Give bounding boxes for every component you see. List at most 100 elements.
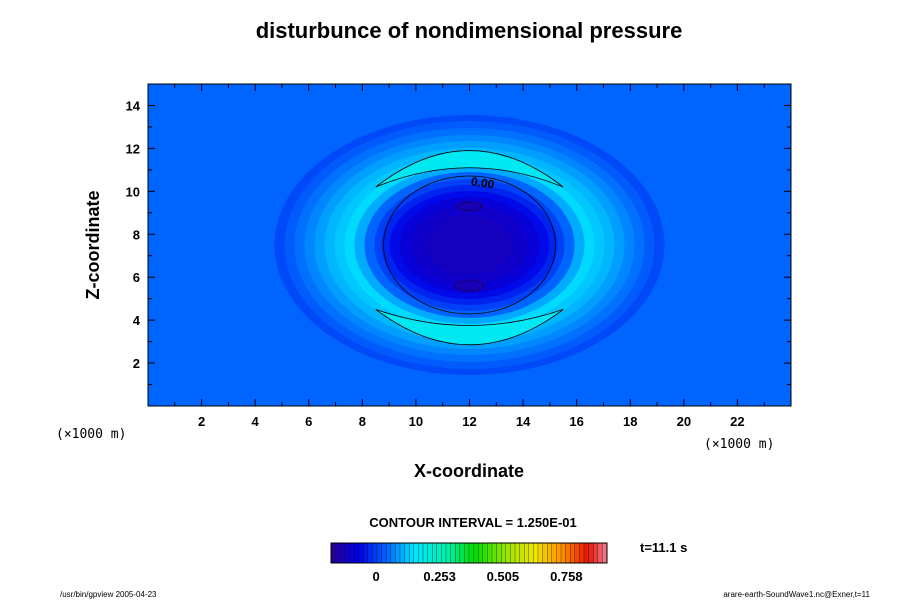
contour-line-dashed — [457, 202, 482, 211]
colorbar-segment — [418, 542, 424, 564]
colorbar-segment — [533, 542, 539, 564]
colorbar-segment — [514, 542, 521, 564]
colorbar-segment — [413, 542, 419, 564]
x-tick-label: 4 — [252, 414, 260, 429]
colorbar-segment — [422, 542, 429, 564]
colorbar-segment — [358, 542, 364, 564]
y-axis-label: Z-coordinate — [83, 190, 103, 299]
y-axis: 2 4 6 8 10 12 14 — [126, 98, 791, 386]
x-axis: 2 4 6 8 10 12 14 16 18 20 22 — [174, 84, 765, 429]
colorbar-segment — [574, 542, 580, 564]
footer-left: /usr/bin/gpview 2005-04-23 — [60, 590, 157, 599]
colorbar-segment — [537, 542, 544, 564]
y-tick-label: 12 — [126, 141, 140, 156]
colorbar-segment — [436, 542, 442, 564]
colorbar-segment — [395, 542, 401, 564]
colorbar-segment — [583, 542, 590, 564]
x-tick-label: 10 — [409, 414, 423, 429]
colorbar-segment — [363, 542, 369, 564]
x-tick-label: 20 — [677, 414, 691, 429]
contour-band — [455, 200, 484, 213]
colorbar-segment — [450, 542, 456, 564]
colorbar-segment — [551, 542, 557, 564]
x-tick-label: 14 — [516, 414, 531, 429]
colorbar-segment — [340, 542, 346, 564]
contour-lines — [375, 150, 564, 346]
colorbar-segment — [547, 542, 553, 564]
colorbar-segment — [445, 542, 452, 564]
colorbar-segment — [491, 542, 498, 564]
x-tick-label: 18 — [623, 414, 637, 429]
colorbar-segment — [376, 542, 383, 564]
colorbar — [330, 542, 608, 564]
colorbar-segment — [496, 542, 502, 564]
colorbar-segment — [390, 542, 396, 564]
y-unit-label: (×1000 m) — [56, 427, 126, 442]
colorbar-segment — [473, 542, 479, 564]
colorbar-tick-label: 0 — [373, 569, 380, 584]
colorbar-segment — [519, 542, 525, 564]
contour-line-dashed — [455, 280, 484, 292]
colorbar-tick-label: 0.758 — [550, 569, 583, 584]
colorbar-segment — [455, 542, 461, 564]
colorbar-segment — [349, 542, 355, 564]
x-tick-label: 12 — [462, 414, 476, 429]
colorbar-segment — [399, 542, 406, 564]
x-tick-label: 8 — [359, 414, 366, 429]
colorbar-segment — [353, 542, 360, 564]
y-tick-label: 10 — [126, 184, 140, 199]
colorbar-segment — [556, 542, 562, 564]
contour-line-zero — [383, 175, 556, 315]
contour-band — [427, 215, 512, 275]
colorbar-segment — [409, 542, 415, 564]
x-axis-label: X-coordinate — [414, 461, 524, 481]
colorbar-segment — [441, 542, 447, 564]
colorbar-segment — [505, 542, 511, 564]
contour-field — [274, 115, 665, 375]
colorbar-segment — [482, 542, 488, 564]
colorbar-segment — [487, 542, 493, 564]
colorbar-segment — [528, 542, 534, 564]
x-unit-label: (×1000 m) — [704, 437, 774, 452]
colorbar-segment — [597, 542, 603, 564]
time-label: t=11.1 s — [640, 540, 687, 555]
colorbar-segment — [372, 542, 378, 564]
colorbar-tick-label: 0.253 — [423, 569, 456, 584]
colorbar-segment — [386, 542, 392, 564]
y-tick-label: 2 — [133, 356, 140, 371]
x-tick-label: 22 — [730, 414, 744, 429]
colorbar-segment — [367, 542, 373, 564]
colorbar-segment — [404, 542, 410, 564]
colorbar-segment — [459, 542, 465, 564]
colorbar-ticks: 0 0.253 0.505 0.758 — [373, 569, 583, 584]
footer-right: arare-earth-SoundWave1.nc@Exner,t=11 — [723, 590, 870, 599]
contour-line-upper — [375, 150, 564, 188]
colorbar-segment — [432, 542, 438, 564]
colorbar-segment — [524, 542, 530, 564]
contour-label: 0.00 — [470, 174, 495, 191]
y-tick-label: 4 — [133, 313, 141, 328]
colorbar-segment — [570, 542, 576, 564]
colorbar-tick-label: 0.505 — [487, 569, 520, 584]
contour-line-lower — [375, 309, 564, 346]
contour-interval-label: CONTOUR INTERVAL = 1.250E-01 — [369, 515, 576, 530]
colorbar-segment — [464, 542, 470, 564]
y-tick-label: 14 — [126, 98, 141, 113]
colorbar-segment — [335, 542, 341, 564]
colorbar-segment — [542, 542, 548, 564]
x-tick-label: 16 — [569, 414, 583, 429]
y-tick-label: 8 — [133, 227, 140, 242]
y-tick-label: 6 — [133, 270, 140, 285]
x-tick-label: 2 — [198, 414, 205, 429]
chart-title: disturbunce of nondimensional pressure — [256, 18, 683, 43]
colorbar-segment — [593, 542, 599, 564]
colorbar-segment — [427, 542, 433, 564]
colorbar-segment — [579, 542, 585, 564]
colorbar-segment — [468, 542, 475, 564]
contour-band — [453, 278, 486, 293]
colorbar-segment — [478, 542, 484, 564]
colorbar-frame — [330, 542, 608, 564]
colorbar-segment — [565, 542, 571, 564]
